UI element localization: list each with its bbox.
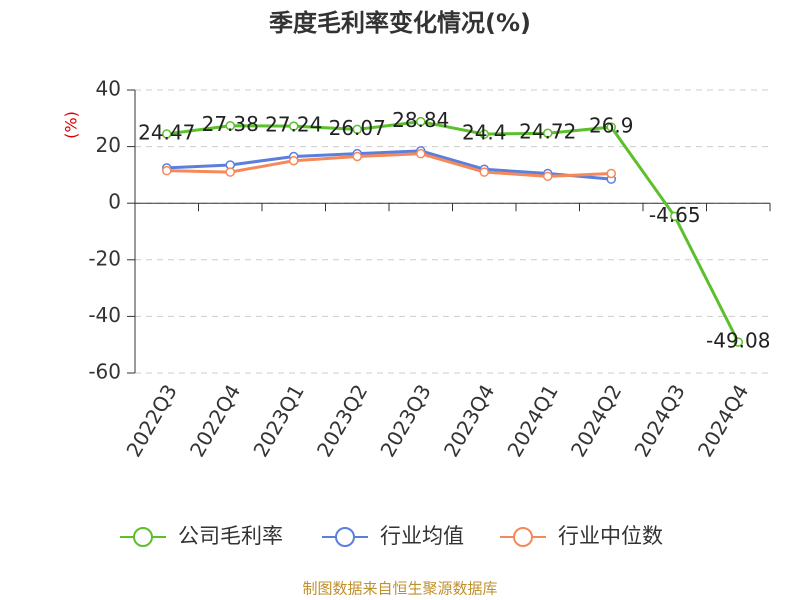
data-label: 26.07 xyxy=(329,116,386,140)
data-point xyxy=(479,129,489,139)
y-tick-label: 0 xyxy=(108,190,121,214)
data-point xyxy=(606,122,616,132)
series-line xyxy=(166,152,612,178)
y-tick-label: 40 xyxy=(96,77,121,101)
data-label: 24.4 xyxy=(462,121,507,145)
x-tick-label: 2022Q3 xyxy=(121,380,181,461)
data-point xyxy=(162,129,172,139)
x-tick-label: 2022Q4 xyxy=(185,380,245,461)
chart-title: 季度毛利率变化情况(%) xyxy=(269,9,531,37)
data-point xyxy=(162,165,172,176)
legend-label: 行业中位数 xyxy=(558,524,663,548)
y-tick-label: 20 xyxy=(96,133,121,157)
x-tick-label: 2023Q1 xyxy=(248,380,308,461)
data-point xyxy=(543,171,553,182)
data-point xyxy=(479,167,489,177)
data-label: 26.9 xyxy=(589,114,634,138)
x-tick-label: 2023Q2 xyxy=(312,380,372,461)
data-label: 27.38 xyxy=(202,112,259,136)
y-axis-label: (%) xyxy=(62,111,81,139)
data-point xyxy=(289,156,299,166)
x-tick-label: 2024Q2 xyxy=(566,380,626,461)
data-point xyxy=(352,124,362,135)
data-point xyxy=(225,167,235,177)
data-label: 27.24 xyxy=(265,113,322,137)
data-label: 24.72 xyxy=(519,120,576,144)
data-point xyxy=(352,151,362,162)
series-line xyxy=(166,149,612,181)
legend-marker xyxy=(513,527,533,547)
data-label: -4.65 xyxy=(649,203,701,227)
y-tick-label: -20 xyxy=(88,246,121,270)
legend-marker xyxy=(335,527,355,547)
x-tick-label: 2024Q4 xyxy=(693,380,753,461)
x-tick-label: 2023Q4 xyxy=(439,380,499,461)
source-note: 制图数据来自恒生聚源数据库 xyxy=(302,580,497,598)
data-point xyxy=(416,148,426,159)
data-point xyxy=(416,116,426,127)
data-label: 24.47 xyxy=(138,120,195,144)
data-point xyxy=(289,121,299,131)
legend-label: 行业均值 xyxy=(380,524,464,548)
y-tick-label: -40 xyxy=(88,303,121,327)
x-tick-label: 2024Q1 xyxy=(502,380,562,461)
data-point xyxy=(670,211,680,222)
data-point xyxy=(733,337,743,347)
y-tick-label: -60 xyxy=(88,360,121,384)
data-label: -49.08 xyxy=(706,329,770,353)
x-tick-label: 2024Q3 xyxy=(629,380,689,461)
data-point xyxy=(543,128,553,138)
data-point xyxy=(225,120,235,131)
series-line xyxy=(166,120,740,343)
x-tick-label: 2023Q3 xyxy=(375,380,435,461)
data-label: 28.84 xyxy=(392,108,449,132)
legend-label: 公司毛利率 xyxy=(178,524,283,548)
legend-marker xyxy=(133,527,153,547)
data-point xyxy=(606,168,616,179)
